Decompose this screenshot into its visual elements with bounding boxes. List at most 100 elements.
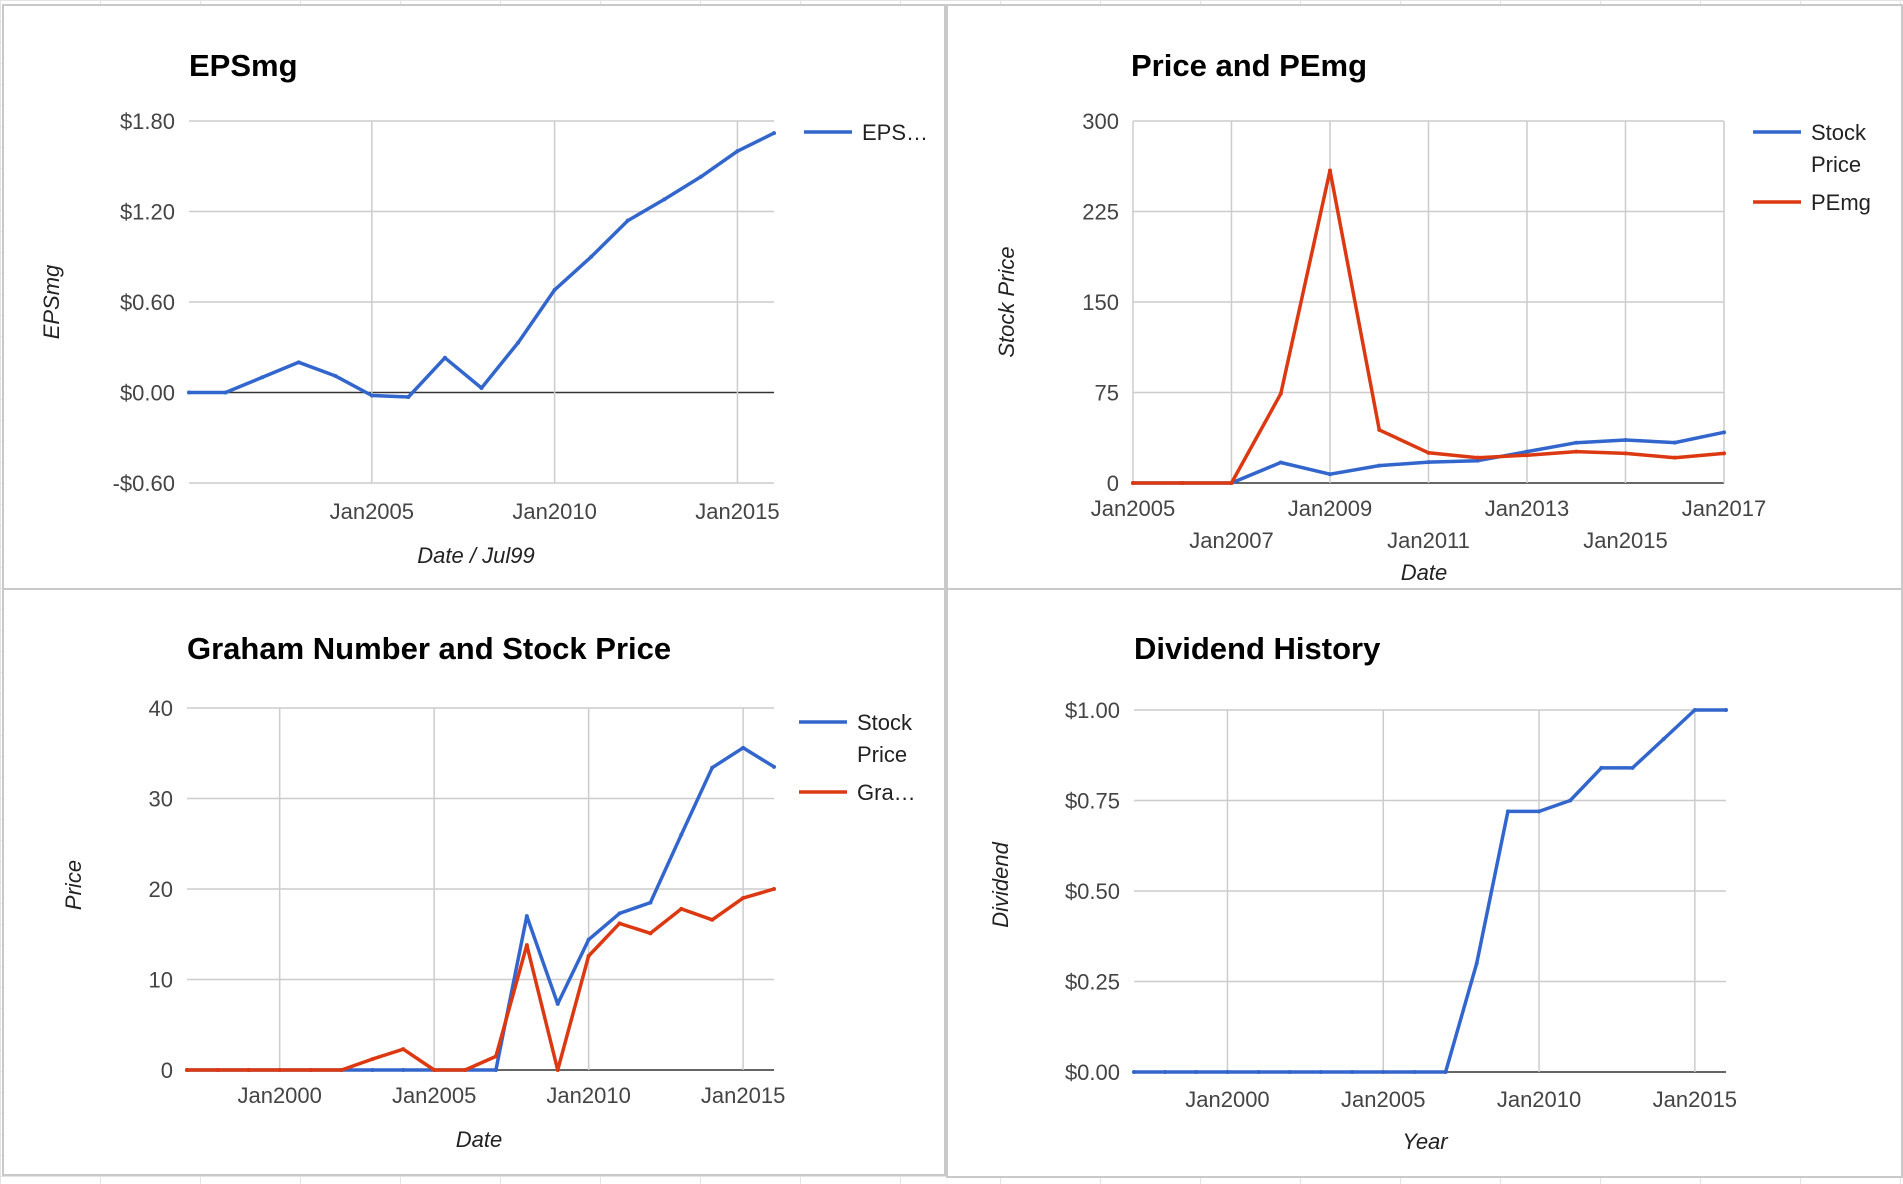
y-tick-label: 20: [149, 877, 173, 902]
tick-layer: $1.80 $1.20 $0.60 $0.00 -$0.60 Jan2005 Jan2010…: [113, 109, 780, 524]
data-point: [308, 1068, 313, 1072]
chart-title: EPSmg: [189, 48, 298, 83]
y-tick-label: $0.25: [1065, 970, 1120, 995]
y-tick-label: 10: [149, 968, 173, 993]
y-tick-label: $1.80: [120, 109, 175, 134]
data-point: [1287, 1070, 1292, 1074]
legend-label-1: Price: [857, 742, 907, 767]
tick-layer: 40 30 20 10 0 Jan2000 Jan2005 Jan2010 Jan2015: [149, 696, 786, 1108]
x-tick-label: Jan2005: [1091, 496, 1175, 521]
data-point: [1574, 440, 1579, 445]
data-point: [1623, 438, 1628, 443]
legend-label-1: Stock: [857, 710, 913, 735]
data-point: [370, 1068, 375, 1072]
chart-panel-eps: EPSmg $1.80 $1.20 $0.60 $0.00 -$0.60 Jan2005 J…: [2, 4, 946, 590]
data-point: [1180, 481, 1185, 485]
data-point: [1574, 449, 1579, 454]
data-point: [1722, 430, 1726, 435]
data-point: [1412, 1070, 1417, 1074]
series-layer: [1132, 708, 1728, 1074]
data-point: [625, 218, 630, 223]
legend-label-2: PEmg: [1811, 190, 1871, 215]
data-point: [1724, 708, 1728, 712]
data-point: [617, 911, 622, 916]
y-tick-label: $0.60: [120, 290, 175, 315]
data-point: [679, 832, 684, 837]
data-point: [1377, 463, 1382, 468]
graham-chart-svg: Graham Number and Stock Price 40 30 20 10 0 J…: [61, 631, 916, 1152]
data-point: [223, 390, 228, 395]
data-point: [369, 393, 374, 398]
x-tick-label: Jan2000: [1185, 1087, 1269, 1112]
data-point: [662, 197, 667, 202]
data-point: [1443, 1070, 1448, 1074]
x-tick-label: Jan2000: [237, 1083, 321, 1108]
data-point: [296, 360, 301, 365]
y-tick-label: $1.20: [120, 200, 175, 225]
data-point: [370, 1057, 375, 1062]
data-point: [1278, 460, 1283, 465]
data-point: [185, 1068, 189, 1072]
data-point: [741, 745, 746, 750]
data-point: [1537, 809, 1542, 814]
data-point: [772, 131, 776, 136]
x-tick-label: Jan2011: [1387, 528, 1470, 553]
y-axis-title: Dividend: [988, 841, 1013, 927]
chart-panel-price-pe: Price and PEmg 300 225 150 75 0 Jan2005 Jan200…: [946, 4, 1903, 590]
y-tick-label: $0.50: [1065, 879, 1120, 904]
series-line-1: [1132, 708, 1728, 1074]
chart-panel-dividend: Dividend History $1.00 $0.75 $0.50 $0.25 $0.…: [946, 588, 1903, 1178]
data-point: [1350, 1070, 1355, 1074]
data-point: [442, 355, 447, 360]
y-tick-label: 150: [1082, 290, 1119, 315]
grid-layer: [1132, 120, 1725, 484]
data-point: [698, 174, 703, 179]
data-point: [1377, 427, 1382, 432]
data-point: [1505, 809, 1510, 814]
data-point: [401, 1047, 406, 1052]
legend: Stock Price Gra…: [799, 710, 916, 805]
x-axis-title: Year: [1402, 1129, 1449, 1154]
data-point: [586, 953, 591, 958]
data-point: [589, 254, 594, 259]
data-point: [1194, 1070, 1199, 1074]
data-point: [1525, 449, 1529, 454]
data-point: [648, 931, 653, 936]
legend-label-1: Stock: [1811, 120, 1867, 145]
data-point: [524, 943, 529, 948]
data-point: [493, 1054, 498, 1059]
data-point: [555, 1068, 560, 1072]
eps-chart-svg: EPSmg $1.80 $1.20 $0.60 $0.00 -$0.60 Jan2005 J…: [39, 48, 928, 568]
data-point: [772, 887, 776, 891]
data-point: [679, 906, 684, 911]
data-point: [1381, 1070, 1386, 1074]
x-tick-label: Jan2010: [512, 499, 596, 524]
legend: EPS…: [804, 120, 928, 145]
data-point: [617, 921, 622, 926]
series-line-1: [187, 131, 776, 399]
data-point: [555, 1001, 560, 1006]
data-point: [406, 395, 411, 400]
data-point: [1475, 458, 1480, 463]
data-point: [339, 1068, 344, 1072]
chart-panel-graham: Graham Number and Stock Price 40 30 20 10 0 J…: [2, 588, 946, 1176]
data-point: [493, 1068, 498, 1072]
data-point: [552, 287, 557, 292]
y-tick-label: $1.00: [1065, 698, 1120, 723]
data-point: [463, 1068, 468, 1072]
data-point: [1229, 481, 1234, 485]
x-tick-label: Jan2010: [546, 1083, 630, 1108]
x-tick-label: Jan2005: [330, 499, 414, 524]
data-point: [1474, 961, 1479, 966]
x-tick-label: Jan2017: [1682, 496, 1766, 521]
series-layer: [185, 745, 776, 1072]
data-point: [1661, 736, 1666, 741]
data-point: [524, 914, 529, 919]
data-point: [1568, 798, 1573, 803]
y-tick-label: 0: [161, 1058, 173, 1083]
tick-layer: $1.00 $0.75 $0.50 $0.25 $0.00 Jan2000 Jan2005 J…: [1065, 698, 1737, 1112]
x-axis-title: Date: [1401, 560, 1447, 585]
data-point: [246, 1068, 251, 1072]
dividend-chart-svg: Dividend History $1.00 $0.75 $0.50 $0.25 $0.…: [988, 631, 1737, 1154]
